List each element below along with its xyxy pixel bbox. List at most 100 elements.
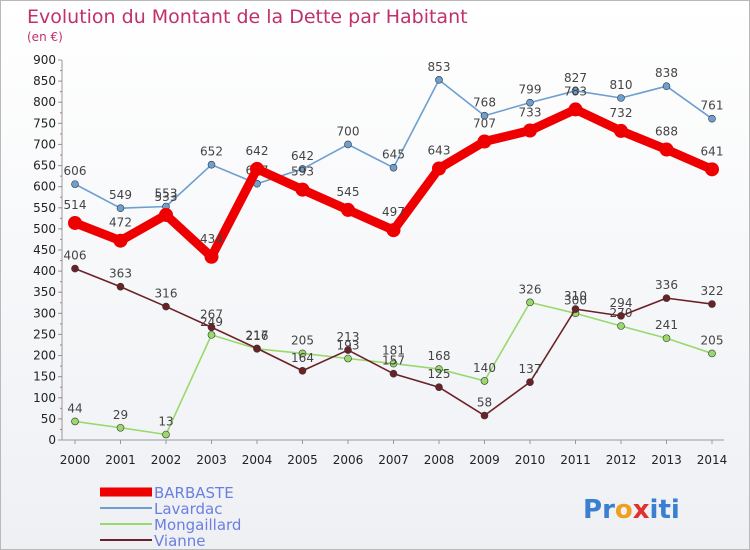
data-point-mongaillard <box>71 417 79 426</box>
data-point-lavardac <box>617 94 625 102</box>
y-tick-label: 700 <box>33 137 56 151</box>
data-point-lavardac <box>71 180 79 188</box>
data-label-lavardac: 553 <box>155 187 178 201</box>
x-tick-label: 2012 <box>606 453 637 467</box>
data-label-lavardac: 700 <box>337 124 360 138</box>
y-tick-label: 250 <box>33 327 56 341</box>
data-point-mongaillard <box>662 334 671 343</box>
y-tick-label: 150 <box>33 370 56 384</box>
data-label-lavardac: 799 <box>519 83 542 97</box>
y-tick-label: 100 <box>33 391 56 405</box>
data-point-barbaste <box>295 182 310 197</box>
data-label-mongaillard: 205 <box>291 333 314 347</box>
data-point-vianne <box>344 346 352 354</box>
data-label-vianne: 164 <box>291 351 314 365</box>
data-label-lavardac: 549 <box>109 188 132 202</box>
data-label-lavardac: 853 <box>428 60 451 74</box>
data-label-vianne: 125 <box>428 367 451 381</box>
data-point-lavardac <box>526 98 534 107</box>
data-label-barbaste: 472 <box>109 216 132 230</box>
series-lavardac: 6065495536526076427006458537687998278108… <box>64 60 723 212</box>
logo-letter: P <box>583 495 602 525</box>
logo-letter: x <box>633 495 650 525</box>
data-point-lavardac <box>207 160 216 169</box>
data-label-vianne: 217 <box>246 328 269 342</box>
y-tick-label: 750 <box>33 116 56 130</box>
data-label-vianne: 294 <box>610 296 633 310</box>
x-tick-label: 2000 <box>60 453 91 467</box>
data-label-lavardac: 810 <box>610 78 633 92</box>
series-layer: 6065495536526076427006458537687998278108… <box>64 60 724 439</box>
data-point-barbaste <box>568 102 583 117</box>
data-label-vianne: 310 <box>564 289 587 303</box>
data-label-vianne: 316 <box>155 287 178 301</box>
data-label-lavardac: 838 <box>655 66 678 80</box>
data-point-lavardac <box>662 82 671 90</box>
x-tick-label: 2008 <box>424 453 455 467</box>
data-point-vianne <box>526 378 534 386</box>
data-label-mongaillard: 241 <box>655 318 678 332</box>
data-label-barbaste: 642 <box>246 144 269 158</box>
data-label-barbaste: 593 <box>291 165 314 179</box>
y-tick-label: 400 <box>33 264 56 278</box>
data-point-mongaillard <box>480 377 489 385</box>
data-point-mongaillard <box>708 349 716 358</box>
data-point-barbaste <box>432 161 446 176</box>
data-point-mongaillard <box>162 430 170 439</box>
data-point-lavardac <box>435 76 443 84</box>
data-point-barbaste <box>659 142 674 157</box>
data-point-barbaste <box>250 161 264 176</box>
data-label-barbaste: 514 <box>64 198 87 212</box>
data-label-barbaste: 733 <box>519 106 542 120</box>
data-label-mongaillard: 216 <box>246 329 269 343</box>
data-label-lavardac: 645 <box>382 148 405 162</box>
data-label-barbaste: 641 <box>701 144 724 158</box>
data-label-mongaillard: 29 <box>113 408 128 422</box>
data-point-barbaste <box>386 223 401 238</box>
y-tick-label: 50 <box>41 412 56 426</box>
x-tick-label: 2005 <box>287 453 318 467</box>
data-label-vianne: 363 <box>109 267 132 281</box>
data-point-mongaillard <box>389 359 398 368</box>
logo-letter: o <box>615 495 633 525</box>
data-point-vianne <box>480 411 489 420</box>
data-point-vianne <box>662 294 671 302</box>
data-label-lavardac: 768 <box>473 96 496 110</box>
legend-label-vianne: Vianne <box>154 532 206 550</box>
data-point-barbaste <box>68 215 82 230</box>
x-tick-label: 2002 <box>151 453 182 467</box>
data-point-vianne <box>116 282 125 291</box>
data-point-mongaillard <box>617 322 625 330</box>
x-tick-label: 2013 <box>651 453 682 467</box>
data-label-barbaste: 732 <box>610 106 633 120</box>
chart-title: Evolution du Montant de la Dette par Hab… <box>27 6 468 28</box>
data-label-barbaste: 434 <box>200 232 223 246</box>
data-label-mongaillard: 140 <box>473 361 496 375</box>
data-point-vianne <box>71 264 79 273</box>
data-label-barbaste: 545 <box>337 185 360 199</box>
data-label-barbaste: 497 <box>382 205 405 219</box>
data-point-barbaste <box>614 123 628 138</box>
data-point-mongaillard <box>435 365 443 373</box>
data-point-lavardac <box>344 140 352 149</box>
data-point-mongaillard <box>298 349 307 358</box>
data-label-mongaillard: 300 <box>564 293 587 307</box>
y-tick-label: 900 <box>33 53 56 67</box>
data-label-vianne: 213 <box>337 330 360 344</box>
data-label-barbaste: 688 <box>655 125 678 139</box>
data-label-barbaste: 707 <box>473 116 496 130</box>
data-point-lavardac <box>480 111 489 120</box>
axes: 0 50 100 150 200 250 300 350 400 450 500 550 600 650 7… <box>33 53 727 467</box>
data-label-mongaillard: 205 <box>701 333 724 347</box>
y-tick-label: 850 <box>33 74 56 88</box>
data-point-barbaste <box>113 233 128 248</box>
x-tick-label: 2001 <box>105 453 136 467</box>
logo-letter: i <box>671 495 680 525</box>
y-tick-label: 350 <box>33 285 56 299</box>
data-point-barbaste <box>159 207 173 222</box>
y-tick-label: 650 <box>33 159 56 173</box>
legend-label-barbaste: BARBASTE <box>154 484 234 502</box>
